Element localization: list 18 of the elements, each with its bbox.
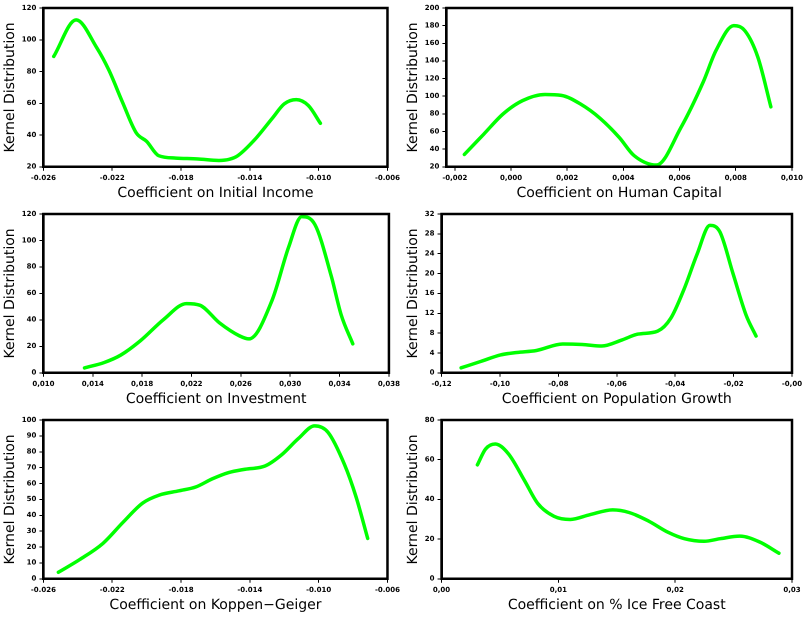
line-series	[476, 442, 781, 555]
x-axis-title: Coefficient on Investment	[126, 391, 308, 408]
y-axis-title: Kernel Distribution	[405, 228, 422, 358]
x-axis-title: Coefficient on Population Growth	[502, 391, 732, 408]
y-axis-title: Kernel Distribution	[405, 434, 422, 564]
y-axis-title: Kernel Distribution	[405, 22, 422, 152]
line-series	[82, 214, 355, 370]
x-axis-title: Coefficient on Human Capital	[516, 185, 722, 202]
x-axis-title: Coefficient on Koppen−Geiger	[109, 597, 322, 614]
y-axis-title: Kernel Distribution	[2, 434, 18, 564]
y-axis-title: Kernel Distribution	[2, 22, 18, 152]
y-axis-title: Kernel Distribution	[2, 228, 18, 358]
x-axis-title: Coefficient on Initial Income	[117, 185, 314, 202]
line-series	[52, 18, 322, 162]
line-series	[462, 24, 773, 167]
line-series	[56, 424, 370, 574]
x-axis-title: Coefficient on % Ice Free Coast	[508, 597, 726, 614]
line-series	[459, 224, 758, 370]
